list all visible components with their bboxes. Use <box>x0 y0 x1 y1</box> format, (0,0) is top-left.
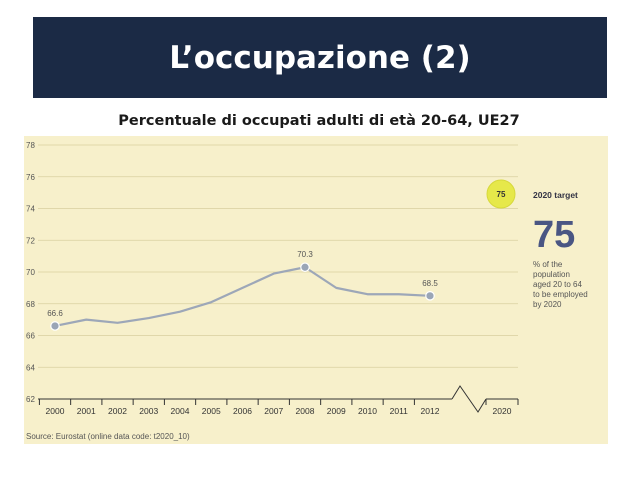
target-panel: 2020 target 75 % of the population aged … <box>533 190 588 309</box>
x-tick-label: 2020 <box>493 406 512 416</box>
x-tick-label: 2010 <box>358 406 377 416</box>
x-tick-label: 2011 <box>390 406 409 416</box>
series-line <box>54 266 431 328</box>
slide-title-bar: L’occupazione (2) <box>33 17 607 98</box>
data-label: 68.5 <box>422 279 438 288</box>
y-tick-label: 68 <box>26 300 35 309</box>
data-label: 70.3 <box>297 250 313 259</box>
y-tick-label: 70 <box>26 268 35 277</box>
chart-subtitle: Percentuale di occupati adulti di età 20… <box>118 113 520 129</box>
x-tick-label: 2007 <box>264 406 283 416</box>
slide-title: L’occupazione (2) <box>169 39 471 76</box>
chart-source: Source: Eurostat (online data code: t202… <box>26 432 190 441</box>
data-point-marker <box>425 291 435 301</box>
data-point-marker <box>300 262 310 273</box>
data-labels: 66.6 70.3 68.5 <box>47 250 438 318</box>
x-tick-label: 2008 <box>296 406 315 416</box>
target-badge-value: 75 <box>497 190 506 199</box>
x-axis: 2000 2001 2002 2003 2004 2005 2006 2007 2008 2009… <box>38 385 519 416</box>
target-desc-line: to be employed <box>533 290 588 299</box>
x-tick-label: 2002 <box>108 406 127 416</box>
data-point-marker <box>50 321 60 331</box>
chart-panel: 62 64 66 68 70 72 74 76 78 2000 2001 2002 2003 2004 2… <box>24 136 608 444</box>
target-desc-line: % of the <box>533 260 563 269</box>
x-tick-label: 2000 <box>46 406 65 416</box>
y-tick-label: 78 <box>26 141 35 150</box>
y-tick-label: 74 <box>26 205 35 214</box>
data-label: 66.6 <box>47 309 63 318</box>
target-desc-line: by 2020 <box>533 300 562 309</box>
target-badge: 75 <box>486 179 516 209</box>
x-tick-label: 2005 <box>202 406 221 416</box>
x-tick-label: 2004 <box>171 406 190 416</box>
x-tick-label: 2006 <box>233 406 252 416</box>
target-desc-line: population <box>533 270 570 279</box>
target-desc-line: aged 20 to 64 <box>533 280 582 289</box>
x-tick-label: 2001 <box>77 406 96 416</box>
y-tick-label: 64 <box>26 363 35 372</box>
grid-lines <box>38 144 518 368</box>
y-tick-label: 62 <box>26 395 35 404</box>
target-panel-value: 75 <box>533 214 575 256</box>
x-tick-label: 2012 <box>421 406 440 416</box>
y-tick-label: 76 <box>26 173 35 182</box>
target-badge-circle <box>486 179 516 209</box>
target-panel-title: 2020 target <box>533 190 578 200</box>
x-tick-label: 2009 <box>327 406 346 416</box>
y-tick-label: 72 <box>26 236 35 245</box>
x-tick-label: 2003 <box>139 406 158 416</box>
y-tick-label: 66 <box>26 332 35 341</box>
axis-break-mark <box>451 385 487 413</box>
y-axis-ticks: 62 64 66 68 70 72 74 76 78 <box>26 141 35 404</box>
series-layer <box>50 262 435 331</box>
